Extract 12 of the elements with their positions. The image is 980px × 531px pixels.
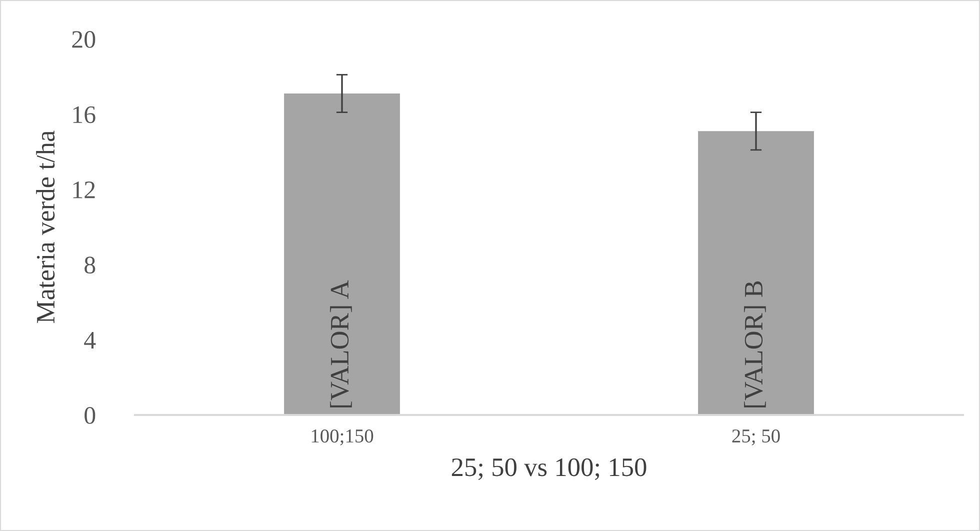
x-axis-title: 25; 50 vs 100; 150 [452,458,646,480]
data-label: [VALOR] B [744,281,766,408]
y-tick-label: 20 [72,31,96,48]
x-tick-label: 25; 50 [732,429,780,446]
y-tick-label: 4 [84,332,96,348]
y-axis-title: Materia verde t/ha [36,130,55,323]
y-tick-label: 16 [73,106,96,124]
y-tick-label: 0 [84,407,96,424]
y-tick-label: 8 [84,256,96,274]
y-tick-label: 12 [73,182,95,198]
data-label: [VALOR] A [330,280,352,408]
x-tick-label: 100;150 [312,429,374,446]
